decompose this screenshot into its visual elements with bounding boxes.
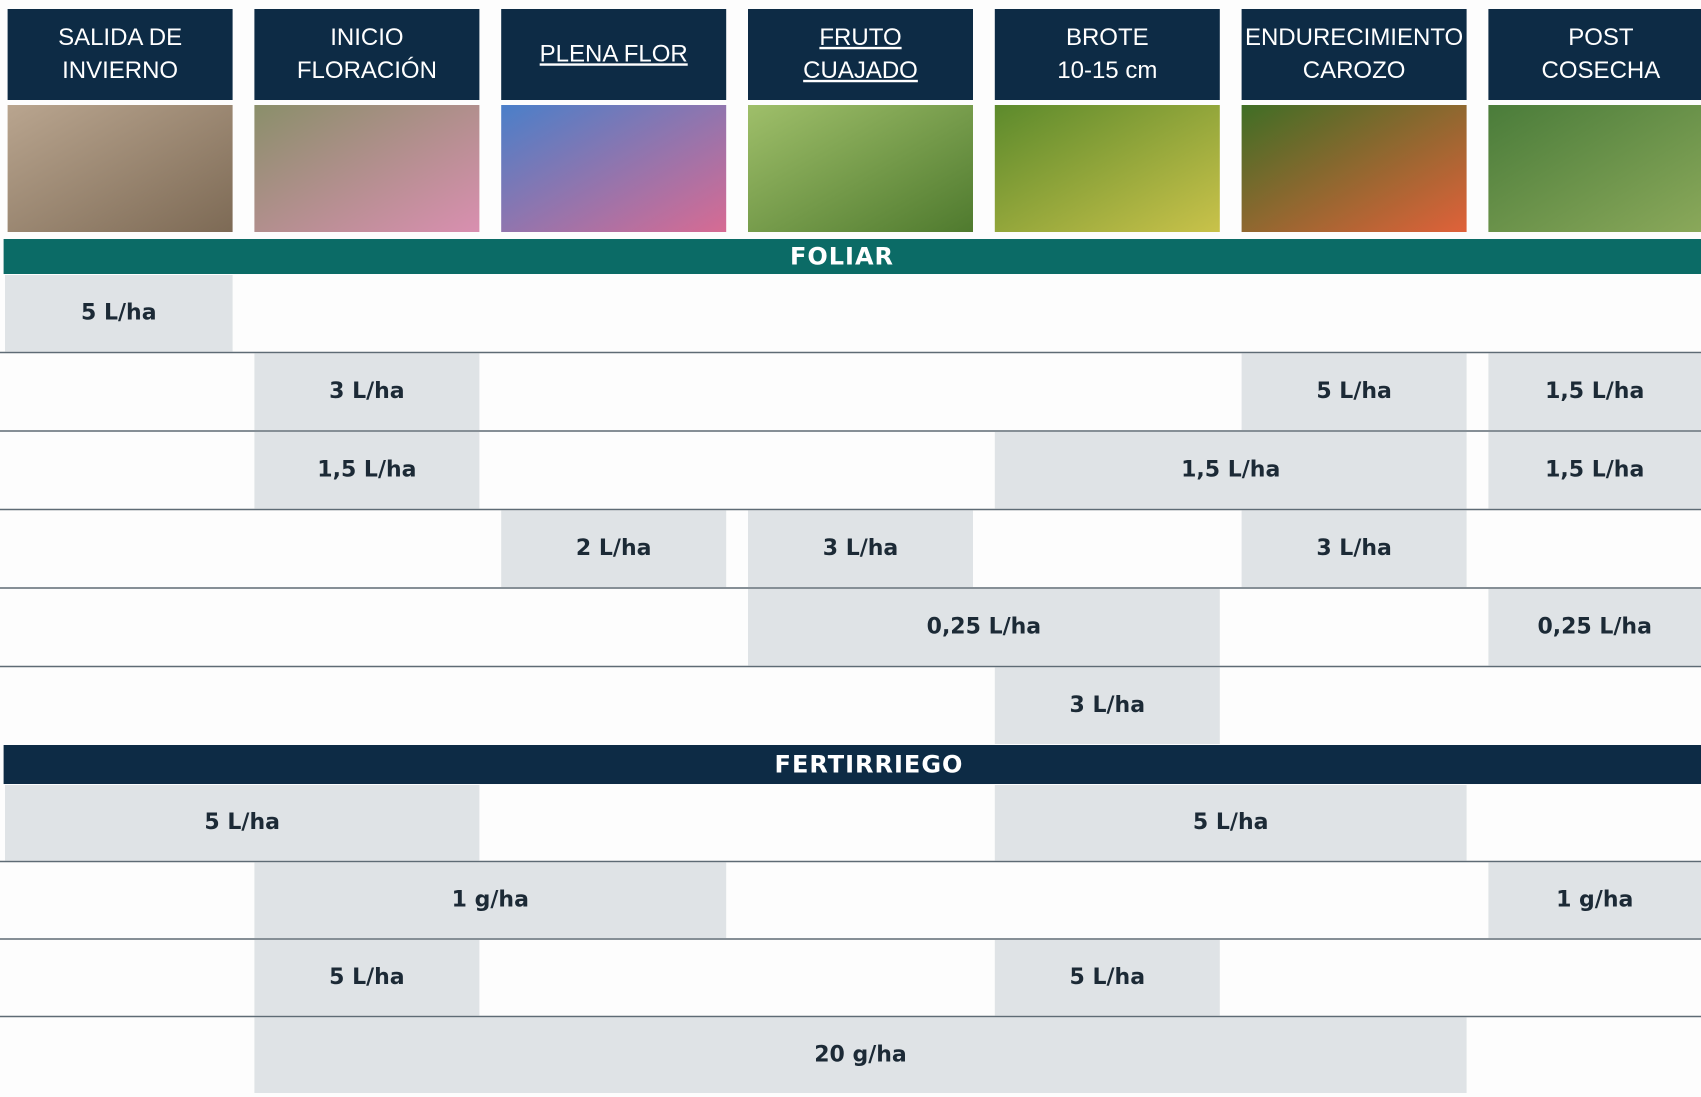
stage-label: INVIERNO — [62, 57, 178, 84]
stage-photo — [1242, 105, 1467, 232]
stage-label: ENDURECIMIENTO — [1245, 24, 1463, 51]
dose-label: 3 L/ha — [329, 379, 405, 404]
dose-label: 2 L/ha — [576, 536, 652, 561]
stage-label: CUAJADO — [803, 57, 918, 84]
dose-label: 1 g/ha — [452, 887, 529, 912]
dose-label: 5 L/ha — [329, 965, 405, 990]
dose-label: 0,25 L/ha — [927, 614, 1042, 639]
dose-label: 5 L/ha — [1193, 810, 1269, 835]
dose-label: 3 L/ha — [1316, 536, 1392, 561]
stage-header — [254, 9, 479, 100]
stage-header — [8, 9, 233, 100]
dose-label: 5 L/ha — [1070, 965, 1146, 990]
stage-label: COSECHA — [1542, 57, 1661, 84]
stage-photo — [8, 105, 233, 232]
stage-label: 10-15 cm — [1057, 57, 1157, 84]
dose-label: 0,25 L/ha — [1537, 614, 1652, 639]
stage-photo — [501, 105, 726, 232]
dose-label: 1,5 L/ha — [1545, 379, 1644, 404]
stage-label: FRUTO — [819, 24, 901, 51]
dose-label: 1,5 L/ha — [1181, 457, 1280, 482]
stage-label: BROTE — [1066, 24, 1149, 51]
stage-photo — [1488, 105, 1701, 232]
section-title: FERTIRRIEGO — [775, 751, 964, 779]
stage-label: POST — [1568, 24, 1634, 51]
stage-label: SALIDA DE — [58, 24, 182, 51]
section-title: FOLIAR — [790, 243, 894, 271]
dose-label: 3 L/ha — [1070, 693, 1146, 718]
dose-label: 1,5 L/ha — [317, 457, 416, 482]
dose-label: 20 g/ha — [814, 1042, 907, 1067]
dose-label: 5 L/ha — [1316, 379, 1392, 404]
stage-photo — [748, 105, 973, 232]
stage-header — [1488, 9, 1701, 100]
dose-label: 1 g/ha — [1556, 887, 1633, 912]
stage-photo — [995, 105, 1220, 232]
stage-header — [748, 9, 973, 100]
stage-label: INICIO — [330, 24, 403, 51]
stage-header — [1242, 9, 1467, 100]
application-schedule: SALIDA DE INVIERNO INICIO FLORACIÓN PLENA FL… — [0, 0, 1701, 1097]
stage-label: CAROZO — [1303, 57, 1406, 84]
stage-label: PLENA FLOR — [540, 40, 688, 67]
stage-header — [995, 9, 1220, 100]
dose-label: 5 L/ha — [204, 810, 280, 835]
stage-photo — [254, 105, 479, 232]
dose-label: 3 L/ha — [823, 536, 899, 561]
dose-label: 1,5 L/ha — [1545, 457, 1644, 482]
stage-label: FLORACIÓN — [297, 57, 437, 84]
dose-label: 5 L/ha — [81, 300, 157, 325]
